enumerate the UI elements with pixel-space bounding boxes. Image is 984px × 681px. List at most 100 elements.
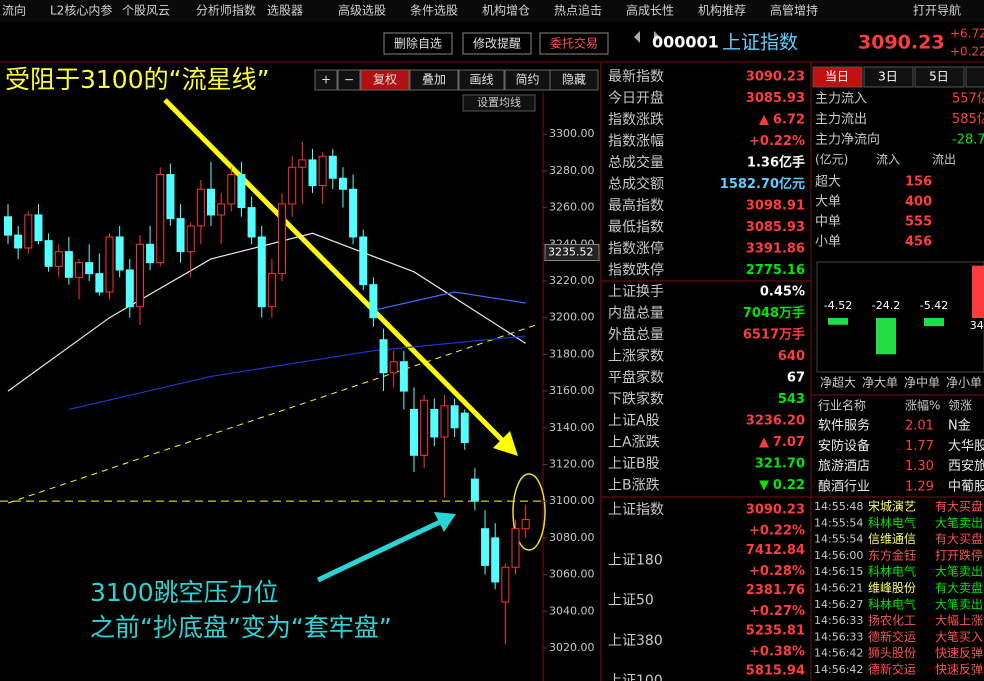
candle-body	[227, 174, 236, 205]
quote-label: 上涨家数	[608, 348, 664, 365]
next-icon[interactable]	[654, 31, 660, 43]
flow-bar	[828, 318, 848, 325]
candle-body	[511, 528, 520, 568]
candle-body	[4, 216, 12, 236]
y-tick-label: 3020.00	[549, 641, 595, 654]
order-label: 小单	[815, 235, 841, 250]
ticker-time: 14:55:48	[814, 500, 863, 513]
quote-label: 指数涨停	[608, 240, 664, 257]
industry-cell: 2.01	[905, 419, 934, 434]
button[interactable]	[462, 32, 532, 55]
flow-bar	[924, 318, 944, 327]
index-pct: +0.28%	[749, 564, 805, 579]
toolbar-button[interactable]	[337, 69, 361, 91]
annotation: 之前“抄底盘”变为“套牢盘”	[90, 613, 392, 642]
quote-value: 543	[778, 392, 805, 407]
prev-icon[interactable]	[634, 31, 640, 43]
tab[interactable]	[812, 66, 863, 88]
tab[interactable]	[965, 66, 984, 88]
ticker-action: 有大买盘	[935, 531, 983, 546]
ticker-time: 14:56:42	[814, 663, 863, 676]
ticker-action: 大笔卖出	[935, 515, 983, 530]
candle-body	[207, 188, 215, 216]
menu-item: 热点追击	[554, 3, 602, 18]
candle-body	[196, 188, 205, 227]
industry-cell: 安防设备	[818, 438, 870, 454]
fund-header: 流出	[932, 153, 956, 167]
y-tick-label: 3280.00	[549, 164, 595, 177]
candle-body	[420, 399, 429, 456]
toolbar-label: 简约	[515, 72, 539, 87]
ticker-name: 德新交运	[868, 662, 916, 677]
fund-label: 主力流入	[815, 92, 867, 107]
candle-body	[328, 155, 337, 179]
index-value: 3090.23	[746, 503, 805, 518]
candle-body	[176, 218, 185, 253]
quote-value: 0.45%	[760, 285, 805, 300]
menu-item: 机构推荐	[698, 3, 746, 18]
candle-body	[95, 273, 104, 293]
quote-value: 1.36亿手	[747, 155, 805, 171]
industry-cell: 旅游酒店	[818, 459, 870, 474]
candle-body	[186, 225, 195, 253]
index-pct: +0.38%	[749, 644, 805, 659]
candle-body	[85, 262, 94, 275]
order-value: 555	[905, 215, 932, 230]
index-name: 上证指数	[608, 502, 664, 518]
tab[interactable]	[863, 66, 914, 88]
toolbar-label: 画线	[469, 73, 493, 87]
quote-value: 3391.86	[746, 242, 805, 257]
button[interactable]	[539, 32, 609, 55]
stock-name: 上证指数	[722, 32, 798, 54]
button[interactable]	[383, 32, 453, 55]
menu-item: 高成长性	[626, 3, 674, 18]
ticker-name: 德新交运	[868, 629, 916, 644]
quote-value: 2775.16	[746, 263, 805, 278]
flow-category: 净大单	[862, 376, 898, 390]
candle-body	[24, 214, 33, 249]
toolbar-button[interactable]	[549, 69, 599, 91]
menu-item: 条件选股	[410, 4, 458, 18]
quote-label: 最高指数	[608, 197, 664, 214]
quote-label: 下跌家数	[608, 391, 664, 408]
candle-body	[379, 339, 388, 374]
y-tick-label: 3200.00	[549, 311, 595, 324]
index-value: 5235.81	[746, 623, 805, 638]
industry-header: 涨幅%	[905, 398, 940, 413]
ticker-time: 14:56:27	[814, 598, 863, 611]
fund-label: 主力净流向	[815, 132, 880, 148]
quote-value: 6517万手	[743, 327, 805, 343]
candle-body	[14, 234, 23, 249]
flow-category: 净超大	[820, 375, 856, 390]
candle-body	[105, 236, 114, 293]
ticker-action: 大笔卖出	[935, 564, 983, 579]
toolbar-button[interactable]	[314, 69, 338, 91]
tab[interactable]	[914, 66, 965, 88]
quote-label: 上证换手	[608, 283, 664, 300]
flow-value: -5.42	[920, 299, 948, 312]
ma-setting[interactable]	[462, 94, 536, 112]
arrowhead	[434, 512, 456, 532]
candle-body	[125, 269, 134, 308]
candle-body	[267, 273, 276, 308]
ticker-action: 快速反弹	[935, 646, 983, 660]
quote-value: +0.22%	[749, 134, 805, 149]
order-value: 156	[905, 175, 932, 190]
toolbar-button[interactable]	[458, 69, 505, 91]
ticker-action: 打开跌停	[935, 547, 983, 562]
ticker-name: 扬农化工	[868, 613, 916, 628]
quote-label: 最新指数	[608, 69, 664, 85]
quote-value: 67	[787, 371, 805, 386]
tab-label: 3日	[878, 70, 898, 84]
fund-header: (亿元)	[815, 152, 848, 167]
y-tick-label: 3160.00	[549, 384, 595, 397]
candle-body	[64, 251, 73, 278]
toolbar-button[interactable]	[360, 69, 410, 91]
industry-cell: 大华股份	[948, 439, 984, 454]
quote-value: 3085.93	[746, 91, 805, 106]
y-tick-label: 3180.00	[549, 347, 595, 360]
y-tick-label: 3040.00	[549, 604, 595, 617]
ticker-action: 大幅上涨	[935, 613, 983, 628]
industry-cell: 软件服务	[818, 418, 870, 434]
toolbar-button[interactable]	[409, 69, 459, 91]
